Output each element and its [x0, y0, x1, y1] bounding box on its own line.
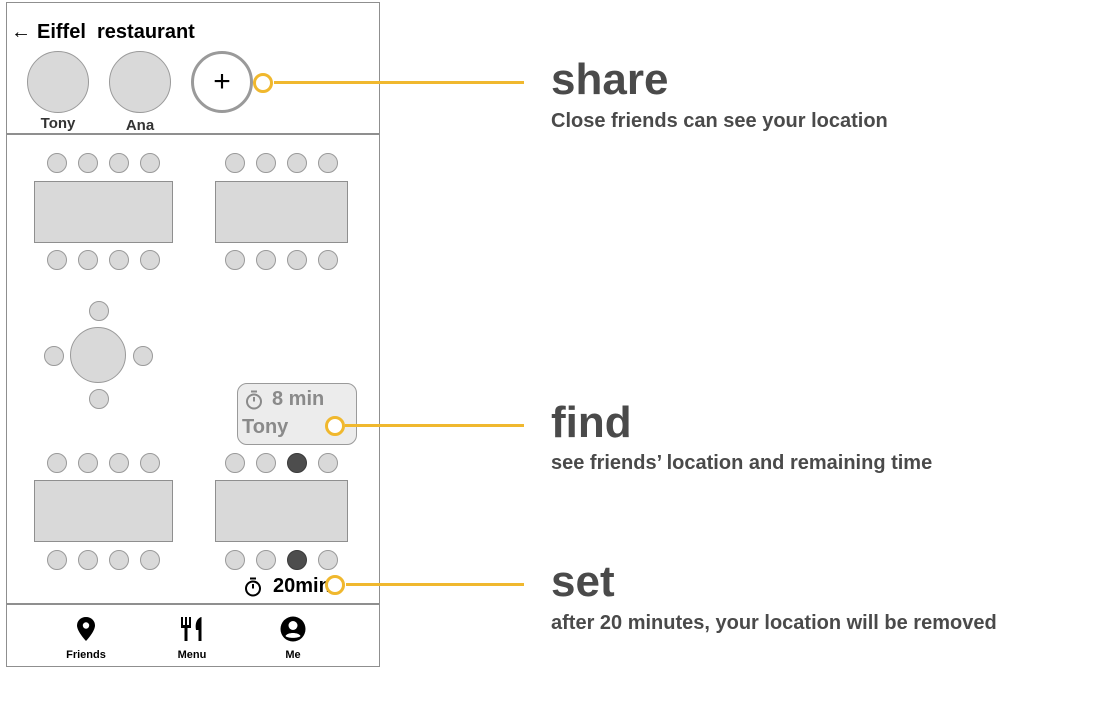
- seat[interactable]: [109, 250, 129, 270]
- annotation-title-share: share: [551, 55, 669, 104]
- fork-knife-icon: [181, 617, 202, 641]
- page-title: ← Eiffel restaurant: [11, 21, 195, 44]
- round-table[interactable]: [70, 327, 126, 383]
- annotation-connector-set: [346, 583, 524, 586]
- seat[interactable]: [78, 250, 98, 270]
- timer-icon: [245, 577, 261, 596]
- seat[interactable]: [256, 250, 276, 270]
- seat[interactable]: [78, 153, 98, 173]
- seat[interactable]: [47, 250, 67, 270]
- seat[interactable]: [140, 153, 160, 173]
- avatar-tony[interactable]: [27, 51, 89, 113]
- friend-name: Tony: [242, 416, 289, 438]
- seat[interactable]: [140, 453, 160, 473]
- annotation-connector-share: [274, 81, 524, 84]
- seat[interactable]: [47, 453, 67, 473]
- restaurant-table[interactable]: [34, 480, 173, 542]
- seat[interactable]: [78, 453, 98, 473]
- seat[interactable]: [109, 453, 129, 473]
- restaurant-table[interactable]: [34, 181, 173, 243]
- my-timer-value: 20min: [273, 575, 331, 597]
- seat[interactable]: [225, 153, 245, 173]
- seat[interactable]: [140, 550, 160, 570]
- nav-label-friends: Friends: [66, 649, 106, 661]
- seat[interactable]: [109, 550, 129, 570]
- seat-taken[interactable]: [287, 453, 307, 473]
- my-timer[interactable]: 20min: [243, 575, 331, 598]
- seat[interactable]: [256, 153, 276, 173]
- seat[interactable]: [287, 250, 307, 270]
- annotation-dot-share: [253, 73, 273, 93]
- nav-divider: [7, 603, 379, 605]
- user-icon: [280, 616, 306, 642]
- nav-label-me: Me: [285, 649, 301, 661]
- seat-taken[interactable]: [287, 550, 307, 570]
- seat[interactable]: [225, 453, 245, 473]
- annotation-connector-find: [345, 424, 524, 427]
- seat[interactable]: [256, 550, 276, 570]
- annotation-dot-set: [325, 575, 345, 595]
- seat[interactable]: [44, 346, 64, 366]
- back-arrow-icon[interactable]: ←: [11, 21, 31, 43]
- header-divider: [7, 133, 379, 135]
- phone-screen: ← Eiffel restaurant Tony Ana + 8 min: [6, 2, 380, 667]
- avatar-ana[interactable]: [109, 51, 171, 113]
- add-friend-button[interactable]: +: [191, 51, 253, 113]
- bottom-nav: Friends Menu Me: [7, 606, 379, 666]
- seat[interactable]: [225, 250, 245, 270]
- restaurant-table[interactable]: [215, 480, 348, 542]
- nav-item-me[interactable]: Me: [258, 616, 328, 661]
- friend-location-bubble[interactable]: 8 min Tony: [237, 383, 357, 445]
- seat[interactable]: [318, 453, 338, 473]
- seat[interactable]: [89, 389, 109, 409]
- seat[interactable]: [140, 250, 160, 270]
- restaurant-name: Eiffel restaurant: [37, 21, 195, 43]
- seat[interactable]: [47, 153, 67, 173]
- annotation-dot-find: [325, 416, 345, 436]
- seat[interactable]: [109, 153, 129, 173]
- timer-icon: [246, 390, 262, 410]
- location-pin-icon: [77, 617, 95, 641]
- seat[interactable]: [287, 153, 307, 173]
- seat[interactable]: [318, 250, 338, 270]
- avatar-label-tony: Tony: [40, 115, 76, 132]
- seat[interactable]: [133, 346, 153, 366]
- seat[interactable]: [225, 550, 245, 570]
- seat[interactable]: [89, 301, 109, 321]
- seat[interactable]: [318, 153, 338, 173]
- annotation-title-find: find: [551, 398, 632, 447]
- remaining-time: 8 min: [272, 388, 325, 410]
- annotation-title-set: set: [551, 557, 615, 606]
- annotation-subtitle-set: after 20 minutes, your location will be …: [551, 612, 997, 634]
- seat[interactable]: [256, 453, 276, 473]
- nav-item-menu[interactable]: Menu: [157, 616, 227, 661]
- annotation-subtitle-find: see friends’ location and remaining time: [551, 452, 933, 474]
- seat[interactable]: [78, 550, 98, 570]
- seat[interactable]: [318, 550, 338, 570]
- avatar-label-ana: Ana: [125, 117, 155, 134]
- nav-item-friends[interactable]: Friends: [51, 616, 121, 661]
- annotation-subtitle-share: Close friends can see your location: [551, 110, 888, 132]
- seat[interactable]: [47, 550, 67, 570]
- nav-label-menu: Menu: [177, 649, 207, 661]
- restaurant-table[interactable]: [215, 181, 348, 243]
- header: ← Eiffel restaurant Tony Ana +: [7, 3, 379, 134]
